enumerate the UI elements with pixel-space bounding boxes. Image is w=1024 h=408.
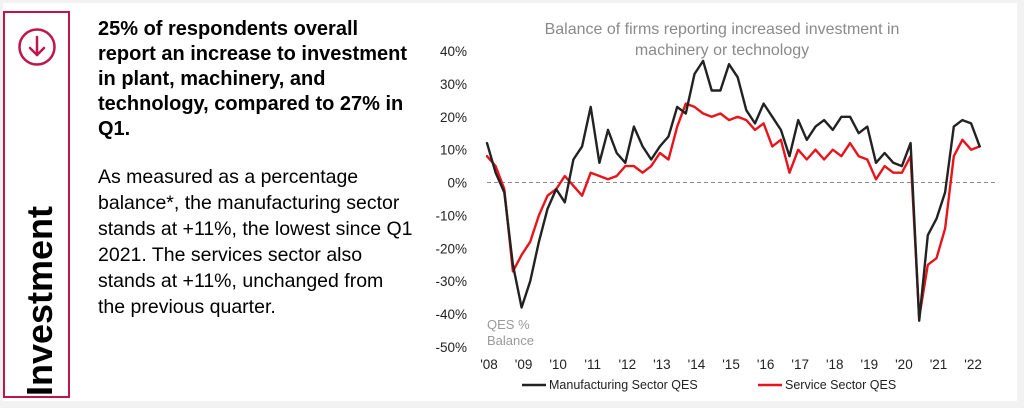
series-group [485, 59, 981, 322]
body-paragraph: As measured as a percentage balance*, th… [98, 166, 413, 318]
y-tick-label: -30% [435, 274, 467, 289]
y-tick-label: -10% [435, 208, 467, 223]
y-tick-label: -40% [435, 307, 467, 322]
x-tick-label: '17 [791, 357, 809, 372]
x-tick-label: '11 [584, 357, 601, 372]
x-tick-label: '10 [549, 357, 567, 372]
y-tick-label: 30% [440, 77, 467, 92]
section-title: Investment [19, 205, 60, 397]
annotation-line-2: Balance [487, 333, 534, 348]
y-tick-label: 40% [440, 44, 467, 59]
annotation-line-1: QES % [487, 317, 530, 332]
x-axis: '08 '09 '10 '11 '12 '13 '14 '15 '16 '17 '18 '19 '20 '… [480, 357, 982, 372]
chart-container: Balance of firms reporting increased inv… [425, 11, 1013, 399]
y-tick-label: 10% [440, 143, 467, 158]
headline: 25% of respondents overall report an inc… [98, 18, 407, 140]
legend: Manufacturing Sector QES Service Sector … [522, 378, 896, 392]
x-tick-label: '18 [826, 357, 844, 372]
chart-title-line-1: Balance of firms reporting increased inv… [545, 21, 900, 38]
x-tick-label: '16 [757, 357, 775, 372]
x-tick-label: '20 [895, 357, 913, 372]
y-tick-label: 0% [447, 176, 467, 191]
content-panel: Investment 25% of respondents overall re… [3, 3, 1017, 401]
x-tick-label: '21 [930, 357, 948, 372]
series-line-manufacturing [485, 59, 981, 322]
line-chart: Balance of firms reporting increased inv… [435, 21, 997, 392]
y-axis: 40% 30% 20% 10% 0% -10% -20% -30% -40% -50% [435, 44, 467, 355]
chart-title-line-2: machinery or technology [635, 42, 809, 59]
section-sidebar: Investment [3, 11, 70, 398]
legend-label-service: Service Sector QES [785, 378, 896, 392]
x-tick-label: '12 [619, 357, 637, 372]
y-tick-label: -20% [435, 241, 467, 256]
x-tick-label: '09 [515, 357, 533, 372]
series-line-service [485, 102, 981, 319]
y-tick-label: -50% [435, 340, 467, 355]
legend-label-manufacturing: Manufacturing Sector QES [549, 378, 698, 392]
y-tick-label: 20% [440, 110, 467, 125]
x-tick-label: '22 [964, 357, 982, 372]
x-tick-label: '08 [480, 357, 498, 372]
x-tick-label: '13 [653, 357, 671, 372]
x-tick-label: '19 [861, 357, 879, 372]
summary-text: 25% of respondents overall report an inc… [98, 17, 413, 320]
circle-arrow-down-icon [18, 28, 56, 66]
x-tick-label: '15 [722, 357, 740, 372]
x-tick-label: '14 [688, 357, 706, 372]
